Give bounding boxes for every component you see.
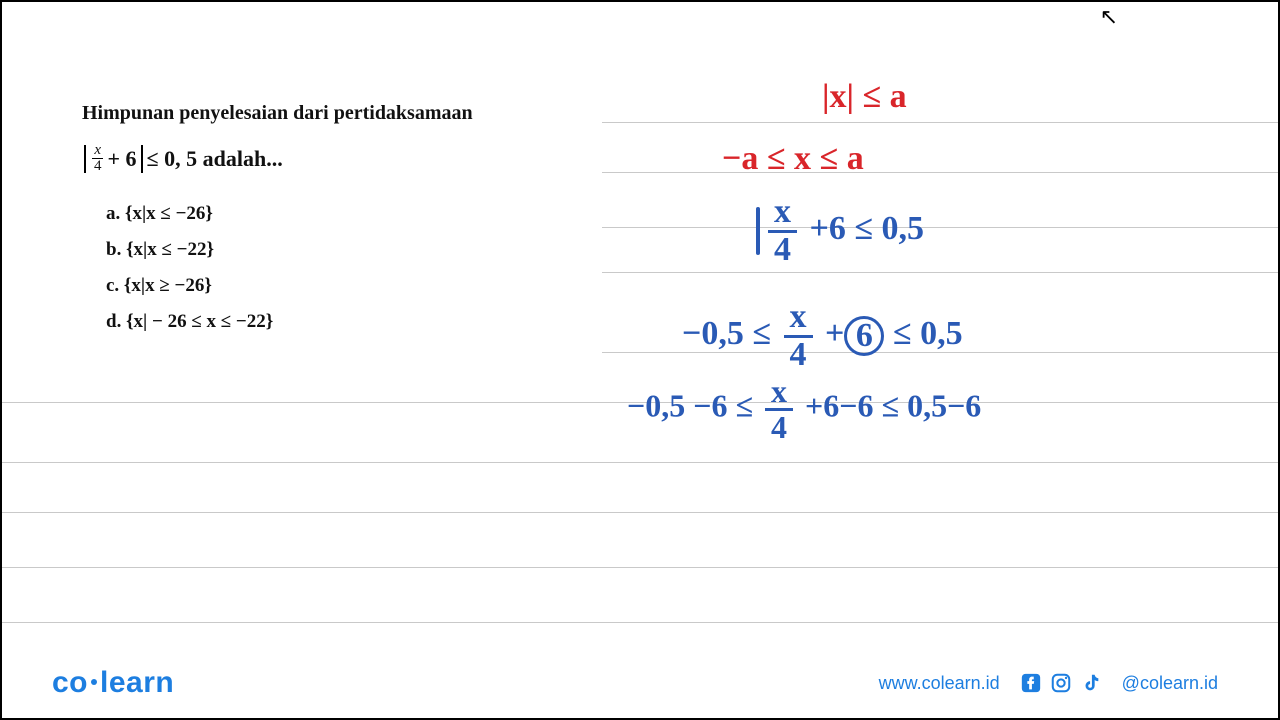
problem-equation: x 4 + 6 ≤ 0, 5 adalah... xyxy=(82,143,562,174)
option-a: a. {x|x ≤ −26} xyxy=(106,196,562,232)
instagram-icon xyxy=(1050,672,1072,694)
cursor-icon: ↖ xyxy=(1100,4,1118,30)
social-icons xyxy=(1020,672,1102,694)
site-url: www.colearn.id xyxy=(879,673,1000,694)
handwriting-red-2: −a ≤ x ≤ a xyxy=(722,142,864,176)
handwriting-blue-3: −0,5 −6 ≤ x4 +6−6 ≤ 0,5−6 xyxy=(627,377,981,442)
problem-title: Himpunan penyelesaian dari pertidaksamaa… xyxy=(82,102,562,125)
facebook-icon xyxy=(1020,672,1042,694)
brand-logo: colearn xyxy=(52,666,174,700)
social-handle: @colearn.id xyxy=(1122,673,1218,694)
problem-block: Himpunan penyelesaian dari pertidaksamaa… xyxy=(82,102,562,340)
option-b: b. {x|x ≤ −22} xyxy=(106,232,562,268)
handwriting-blue-1: x4 +6 ≤ 0,5 xyxy=(752,197,932,265)
tiktok-icon xyxy=(1080,672,1102,694)
footer-right: www.colearn.id @colearn.id xyxy=(879,672,1218,694)
handwriting-blue-2: −0,5 ≤ x4 +6 ≤ 0,5 xyxy=(682,302,963,370)
handwriting-red-1: |x| ≤ a xyxy=(822,80,907,114)
problem-options: a. {x|x ≤ −26} b. {x|x ≤ −22} c. {x|x ≥ … xyxy=(82,196,562,340)
footer: colearn www.colearn.id @colearn.id xyxy=(2,666,1278,700)
option-d: d. {x| − 26 ≤ x ≤ −22} xyxy=(106,304,562,340)
option-c: c. {x|x ≥ −26} xyxy=(106,268,562,304)
